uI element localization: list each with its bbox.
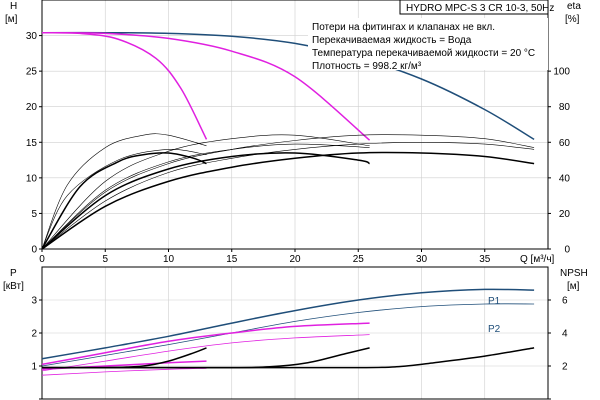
power-axis-unit: [кВт] (3, 281, 24, 292)
head-axis-unit: [м] (5, 14, 18, 25)
head-tick-label: 30 (26, 31, 38, 42)
series-label-p1: P1 (488, 296, 501, 307)
x-tick-label: 30 (416, 254, 428, 265)
x-tick-label: 0 (39, 254, 45, 265)
power-curve (41, 303, 535, 367)
x-tick-label: 20 (289, 254, 301, 265)
flow-axis-label: Q [м³/ч] (520, 254, 555, 265)
power-axis-label: P (10, 268, 17, 279)
top-ticks: 0 5 10 15 20 25 30 35 0 5 10 15 20 25 30 0 20 40 60 80 100 (26, 31, 571, 265)
info-line-3: Температура перекачиваемой жидкости = 20… (312, 48, 535, 59)
efficiency-curve (41, 151, 535, 250)
x-tick-label: 5 (102, 254, 108, 265)
series-label-p2: P2 (488, 324, 501, 335)
x-tick-label: 25 (353, 254, 365, 265)
chart-title-box (399, 0, 549, 15)
power-tick-label: 2 (31, 329, 37, 340)
head-axis-label: H (10, 1, 17, 12)
head-tick-label: 20 (26, 102, 38, 113)
npsh-axis-unit: [м] (567, 281, 580, 292)
x-tick-label: 15 (226, 254, 238, 265)
power-curve (41, 334, 370, 372)
power-tick-label: 1 (31, 362, 37, 373)
top-series (41, 31, 535, 250)
info-line-2: Перекачиваемая жидкость = Вода (312, 35, 472, 46)
efficiency-curve (41, 134, 535, 250)
npsh-axis-label: NPSH (560, 268, 588, 279)
info-box (308, 18, 548, 70)
eta-axis-unit: [%] (565, 14, 580, 25)
efficiency-curve (41, 133, 207, 250)
eta-tick-label: 40 (559, 173, 571, 184)
power-curve (41, 367, 207, 376)
efficiency-curve (41, 152, 207, 250)
power-curve (41, 322, 370, 366)
npsh-tick-label: 6 (562, 296, 568, 307)
head-tick-label: 10 (26, 173, 38, 184)
head-curve (41, 31, 208, 140)
efficiency-curve (41, 152, 370, 250)
top-panel: 0 5 10 15 20 25 30 35 0 5 10 15 20 25 30 0 20 40 60 80 100 H… (5, 0, 581, 265)
power-tick-label: 3 (31, 296, 37, 307)
efficiency-curve (41, 141, 535, 250)
head-tick-label: 5 (31, 209, 37, 220)
power-curve (41, 288, 535, 360)
head-tick-label: 15 (26, 138, 38, 149)
efficiency-curve (41, 134, 370, 250)
head-curve (41, 31, 371, 141)
head-tick-label: 0 (31, 245, 37, 256)
npsh-curve (42, 347, 535, 369)
eta-tick-label: 20 (559, 209, 571, 220)
npsh-tick-label: 2 (562, 362, 568, 373)
eta-tick-label: 0 (564, 245, 570, 256)
eta-tick-label: 80 (559, 102, 571, 113)
chart-title: HYDRO MPC-S 3 CR 10-3, 50Hz (406, 3, 554, 14)
eta-tick-label: 60 (559, 138, 571, 149)
head-tick-label: 25 (26, 67, 38, 78)
x-tick-label: 35 (479, 254, 491, 265)
info-line-4: Плотность = 998.2 кг/м³ (312, 61, 422, 72)
bottom-ticks: 1 2 3 2 4 6 (31, 296, 568, 400)
efficiency-curve (41, 143, 370, 250)
bottom-panel: 1 2 3 2 4 6 P [кВт] NPSH [м] P1 P2 (3, 266, 588, 400)
x-tick-label: 10 (163, 254, 175, 265)
efficiency-curve (41, 149, 207, 250)
info-line-1: Потери на фитингах и клапанах не вкл. (312, 21, 495, 33)
bottom-series (41, 288, 535, 376)
head-curve (41, 31, 535, 141)
npsh-tick-label: 4 (562, 329, 568, 340)
eta-axis-label: eta (567, 1, 581, 12)
eta-tick-label: 100 (553, 67, 570, 78)
